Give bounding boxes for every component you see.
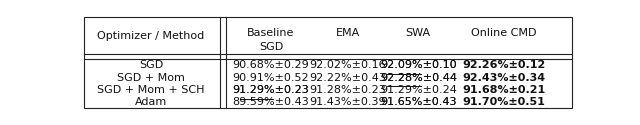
Text: Online CMD: Online CMD <box>471 28 537 38</box>
Text: SWA: SWA <box>406 28 431 38</box>
Text: 91.65%±0.43: 91.65%±0.43 <box>380 97 456 107</box>
Text: 90.68%±0.29: 90.68%±0.29 <box>232 60 309 70</box>
Text: 92.02%±0.16: 92.02%±0.16 <box>310 60 386 70</box>
Text: 92.09%±0.10: 92.09%±0.10 <box>380 60 456 70</box>
Text: 91.29%±0.24: 91.29%±0.24 <box>380 85 457 95</box>
Text: 90.91%±0.52: 90.91%±0.52 <box>233 73 309 83</box>
Text: 91.43%±0.39: 91.43%±0.39 <box>310 97 386 107</box>
Text: 91.29%±0.23: 91.29%±0.23 <box>232 85 309 95</box>
Text: 91.70%±0.51: 91.70%±0.51 <box>463 97 545 107</box>
Text: Baseline: Baseline <box>247 28 294 38</box>
Text: EMA: EMA <box>336 28 360 38</box>
Text: Adam: Adam <box>135 97 167 107</box>
Text: SGD: SGD <box>259 42 283 52</box>
Text: SGD + Mom + SCH: SGD + Mom + SCH <box>97 85 205 95</box>
Text: SGD: SGD <box>139 60 163 70</box>
Text: 92.09%±0.10: 92.09%±0.10 <box>380 60 456 70</box>
Text: 92.26%±0.12: 92.26%±0.12 <box>463 60 546 70</box>
Text: 92.43%±0.34: 92.43%±0.34 <box>463 73 546 83</box>
Text: 91.28%±0.23: 91.28%±0.23 <box>310 85 386 95</box>
Text: 92.22%±0.43: 92.22%±0.43 <box>309 73 387 83</box>
Text: 91.68%±0.21: 91.68%±0.21 <box>463 85 546 95</box>
Text: 92.28%±0.44: 92.28%±0.44 <box>380 73 457 83</box>
Text: Optimizer / Method: Optimizer / Method <box>97 31 204 41</box>
Text: SGD + Mom: SGD + Mom <box>117 73 185 83</box>
Text: 89.59%±0.43: 89.59%±0.43 <box>232 97 309 107</box>
Text: 92.28%±0.44: 92.28%±0.44 <box>380 73 457 83</box>
Text: 91.65%±0.43: 91.65%±0.43 <box>380 97 456 107</box>
Text: 91.29%±0.23: 91.29%±0.23 <box>232 85 309 95</box>
